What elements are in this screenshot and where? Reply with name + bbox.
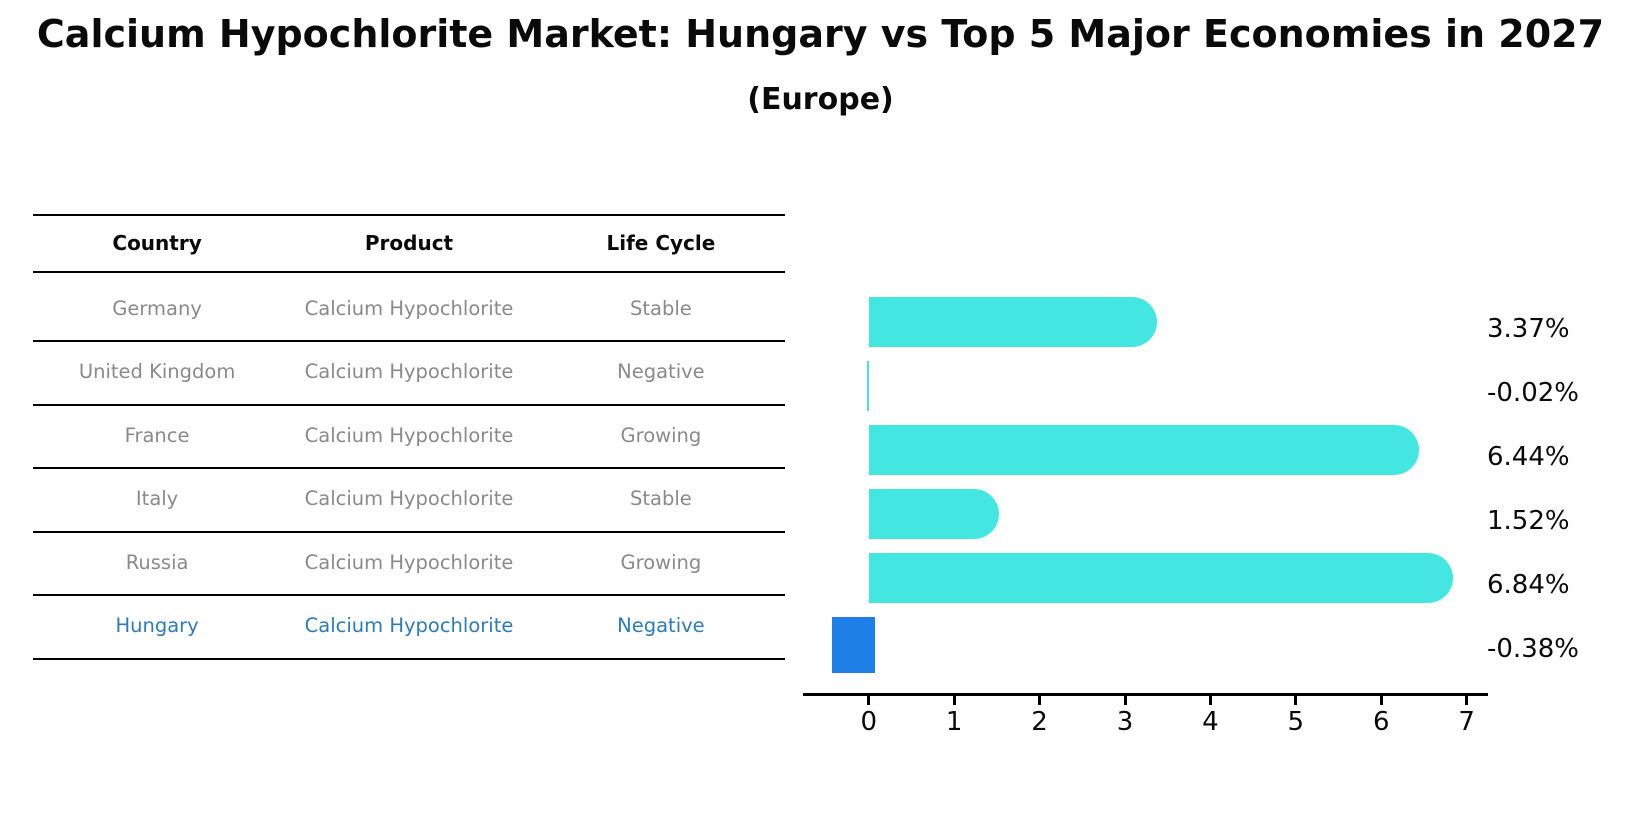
bar-russia [868,553,1453,603]
cell-life-cycle: Growing [620,423,702,447]
x-tick [1208,696,1212,705]
table-divider [33,657,785,660]
header-cell-life-cycle: Life Cycle [606,230,716,255]
cell-product: Calcium Hypochlorite [304,296,514,320]
table-divider [33,214,785,216]
value-label: 3.37% [1487,314,1570,344]
x-tick-label: 1 [945,707,963,737]
cell-country: United Kingdom [78,360,236,384]
cell-product: Calcium Hypochlorite [304,487,514,511]
cell-country: Russia [125,550,189,574]
table-header-row: Country Product Life Cycle [33,214,785,271]
x-tick [1294,696,1298,705]
x-tick-label: 0 [860,707,878,737]
x-tick-label: 5 [1287,707,1305,737]
cell-product: Calcium Hypochlorite [304,360,514,384]
table-divider [33,340,785,342]
cell-life-cycle: Negative [617,360,705,384]
table-row: Hungary Calcium Hypochlorite Negative [33,594,785,658]
cell-country: Germany [112,296,202,320]
header-cell-product: Product [364,230,454,255]
cell-life-cycle: Stable [630,296,692,320]
cell-product: Calcium Hypochlorite [304,614,514,638]
table-row: France Calcium Hypochlorite Growing [33,404,785,468]
table-divider [33,530,785,533]
cell-life-cycle: Negative [617,614,705,638]
x-tick [1379,696,1383,705]
bar-italy [868,489,999,539]
header-cell-country: Country [112,230,202,255]
table-row: Germany Calcium Hypochlorite Stable [33,277,785,341]
chart-title: Calcium Hypochlorite Market: Hungary vs … [36,12,1605,56]
bar-germany [868,297,1157,347]
cell-product: Calcium Hypochlorite [304,550,514,574]
value-label: 6.84% [1487,570,1570,600]
x-tick-label: 7 [1458,707,1475,737]
x-tick [1038,696,1042,705]
table-row: United Kingdom Calcium Hypochlorite Negati… [33,340,785,404]
x-tick-label: 6 [1372,707,1390,737]
table-row: Italy Calcium Hypochlorite Stable [33,467,785,531]
table-divider [33,271,785,273]
value-label: 6.44% [1487,442,1570,472]
cell-life-cycle: Growing [620,550,702,574]
table-divider [33,403,785,406]
bar-france [868,425,1419,475]
x-tick [867,696,871,705]
cell-product: Calcium Hypochlorite [304,423,514,447]
value-label: -0.02% [1487,378,1579,408]
cell-life-cycle: Stable [630,487,692,511]
value-label: 1.52% [1487,506,1570,536]
cell-country: Hungary [115,614,199,638]
table-divider [33,594,785,596]
value-label: -0.38% [1487,634,1579,664]
x-tick [952,696,956,705]
x-tick-label: 3 [1116,707,1134,737]
x-tick [1465,696,1469,705]
bar-united-kingdom [867,361,869,411]
table-row: Russia Calcium Hypochlorite Growing [33,531,785,595]
chart-subtitle: (Europe) [747,82,894,117]
x-tick-label: 2 [1031,707,1048,737]
x-tick [1123,696,1127,705]
cell-country: Italy [135,487,179,511]
x-axis-line [803,693,1488,696]
bar-hungary [832,617,875,673]
cell-country: France [124,423,190,447]
x-tick-label: 4 [1202,707,1219,737]
table-divider [33,467,785,469]
